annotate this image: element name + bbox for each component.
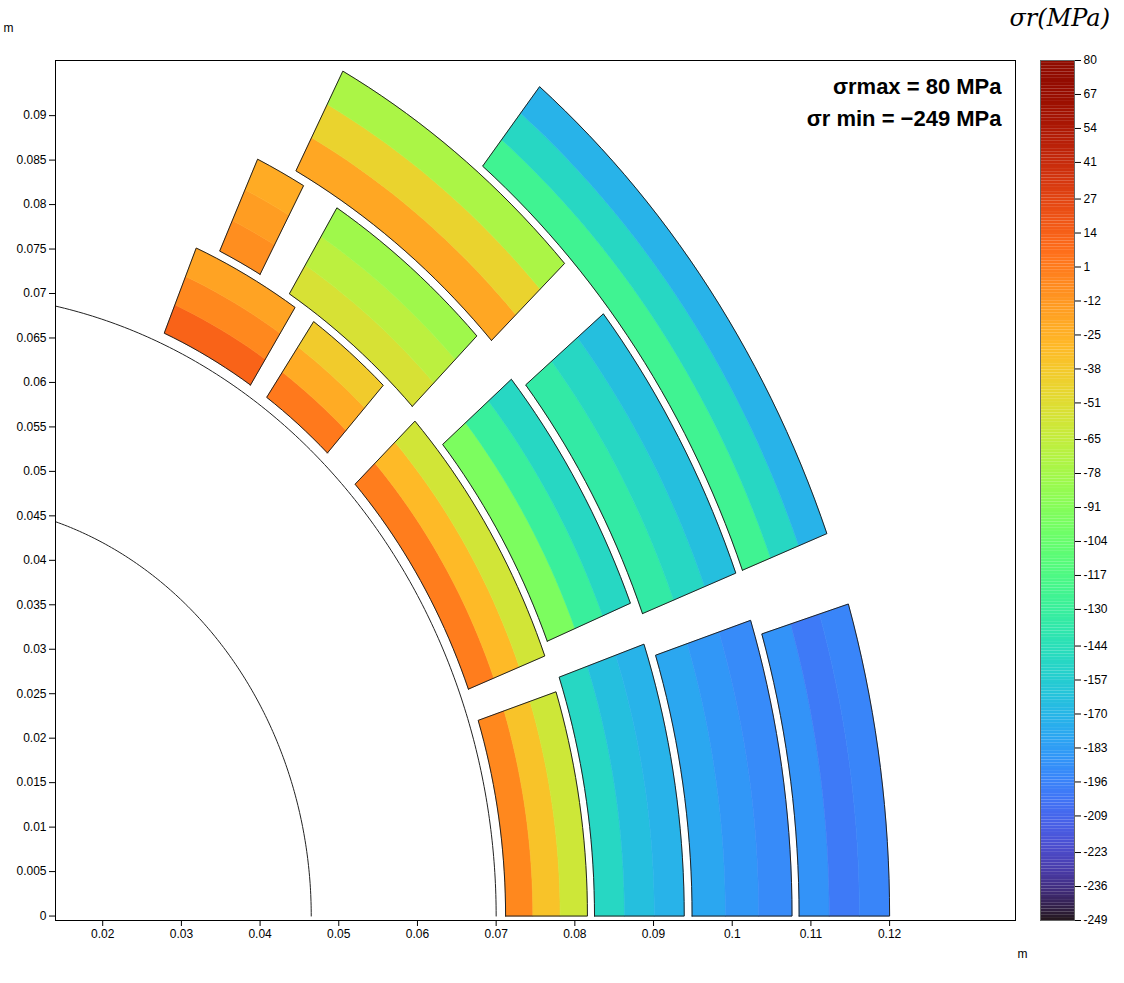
- svg-text:-12: -12: [1084, 294, 1102, 308]
- svg-text:0.09: 0.09: [23, 108, 47, 122]
- svg-text:0.11: 0.11: [800, 927, 823, 941]
- svg-text:0.08: 0.08: [23, 197, 47, 211]
- svg-text:41: 41: [1084, 155, 1098, 169]
- svg-text:-223: -223: [1084, 845, 1108, 859]
- svg-text:-104: -104: [1084, 534, 1108, 548]
- svg-text:0.005: 0.005: [16, 864, 46, 878]
- html-text:σr(MPa): σr(MPa): [1009, 4, 1110, 32]
- svg-text:0.065: 0.065: [16, 331, 46, 345]
- svg-text:14: 14: [1084, 226, 1098, 240]
- svg-text:0.035: 0.035: [16, 598, 46, 612]
- svg-text:0.025: 0.025: [16, 687, 46, 701]
- svg-text:0.06: 0.06: [23, 375, 47, 389]
- svg-text:0.015: 0.015: [16, 775, 46, 789]
- svg-text:0.05: 0.05: [327, 927, 351, 941]
- svg-text:0.07: 0.07: [23, 286, 47, 300]
- svg-text:0.055: 0.055: [16, 420, 46, 434]
- svg-text:m: m: [1018, 947, 1028, 961]
- svg-text:0.02: 0.02: [23, 731, 47, 745]
- svg-text:0.06: 0.06: [406, 927, 430, 941]
- svg-text:-117: -117: [1084, 568, 1107, 582]
- svg-text:-78: -78: [1084, 466, 1102, 480]
- svg-text:1: 1: [1084, 260, 1091, 274]
- svg-text:-25: -25: [1084, 328, 1102, 342]
- svg-text:0.085: 0.085: [16, 153, 46, 167]
- svg-text:-236: -236: [1084, 879, 1108, 893]
- svg-text:m: m: [4, 21, 14, 35]
- svg-text:0.1: 0.1: [724, 927, 741, 941]
- svg-text:0.03: 0.03: [23, 642, 47, 656]
- svg-text:-209: -209: [1084, 809, 1108, 823]
- svg-text:σr min = −249 MPa: σr min = −249 MPa: [807, 106, 1003, 131]
- svg-text:-91: -91: [1084, 500, 1102, 514]
- svg-text:67: 67: [1084, 87, 1098, 101]
- svg-text:0.03: 0.03: [170, 927, 194, 941]
- svg-text:0.09: 0.09: [642, 927, 666, 941]
- svg-text:0.04: 0.04: [23, 553, 47, 567]
- svg-text:-144: -144: [1084, 639, 1108, 653]
- svg-text:-38: -38: [1084, 362, 1102, 376]
- svg-text:0.08: 0.08: [563, 927, 587, 941]
- svg-text:0.05: 0.05: [23, 464, 47, 478]
- svg-text:-170: -170: [1084, 707, 1108, 721]
- svg-text:σrmax = 80 MPa: σrmax = 80 MPa: [833, 74, 1002, 99]
- svg-text:0.045: 0.045: [16, 509, 46, 523]
- svg-text:-130: -130: [1084, 602, 1108, 616]
- svg-text:54: 54: [1084, 121, 1098, 135]
- svg-text:-65: -65: [1084, 432, 1102, 446]
- svg-text:0: 0: [40, 909, 47, 923]
- svg-text:0.07: 0.07: [484, 927, 508, 941]
- svg-text:0.04: 0.04: [248, 927, 272, 941]
- svg-text:-157: -157: [1084, 673, 1108, 687]
- svg-text:0.02: 0.02: [91, 927, 115, 941]
- svg-text:-183: -183: [1084, 741, 1108, 755]
- svg-text:27: 27: [1084, 192, 1098, 206]
- svg-text:80: 80: [1084, 53, 1098, 67]
- svg-text:0.01: 0.01: [23, 820, 47, 834]
- svg-text:-51: -51: [1084, 396, 1102, 410]
- svg-text:0.12: 0.12: [878, 927, 902, 941]
- svg-text:-249: -249: [1084, 913, 1108, 927]
- svg-text:0.075: 0.075: [16, 242, 46, 256]
- svg-text:-196: -196: [1084, 775, 1108, 789]
